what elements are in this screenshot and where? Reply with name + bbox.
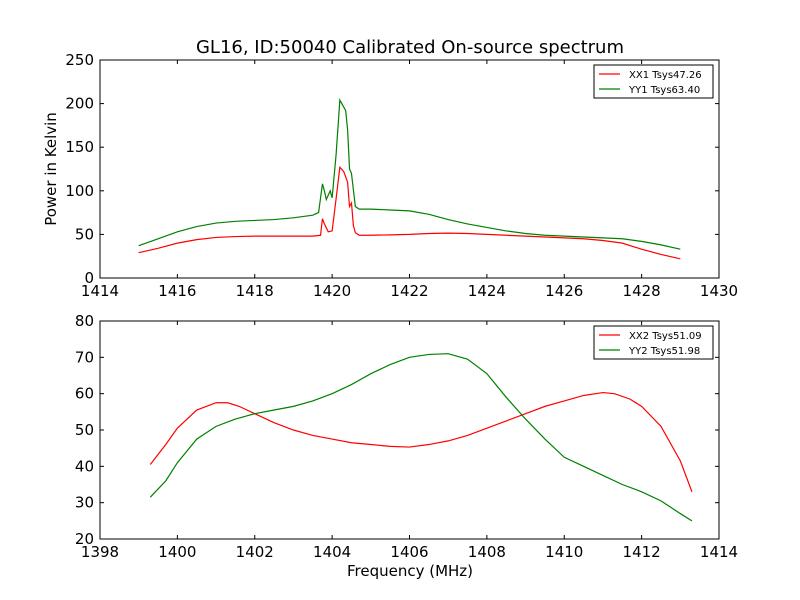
x-tick-label: 1426 (545, 282, 583, 300)
legend-box-1 (593, 325, 714, 360)
legend-label: XX2 Tsys51.09 (629, 331, 702, 342)
x-tick-label: 1404 (313, 543, 351, 561)
y-tick-label: 80 (75, 312, 94, 330)
x-axis-label: Frequency (MHz) (347, 562, 473, 580)
x-tick-label: 1398 (81, 543, 119, 561)
y-tick-label: 40 (75, 457, 94, 475)
x-tick-label: 1412 (623, 543, 661, 561)
x-tick-label: 1418 (236, 282, 274, 300)
y-tick-label: 50 (75, 421, 94, 439)
legend-label: XX1 Tsys47.26 (629, 70, 702, 81)
x-tick-label: 1408 (468, 543, 506, 561)
top-panel: 1414 1416 1418 1420 1422 1424 1426 1428 1430 0 50 1… (65, 51, 738, 300)
y-tick-label: 50 (75, 225, 94, 243)
y-tick-label: 0 (84, 269, 94, 287)
legend-label: YY1 Tsys63.40 (628, 85, 700, 96)
x-tick-label: 1420 (313, 282, 351, 300)
legend-box-0 (593, 64, 714, 99)
y-tick-label: 200 (65, 95, 94, 113)
x-tick-label: 1410 (545, 543, 583, 561)
x-tick-label: 1430 (700, 282, 738, 300)
y-tick-label: 30 (75, 494, 94, 512)
series-line-1-1 (149, 353, 693, 522)
x-tick-label: 1406 (390, 543, 428, 561)
series-line-0-1 (138, 98, 681, 250)
x-tick-label: 1402 (236, 543, 274, 561)
x-tick-label: 1424 (468, 282, 506, 300)
x-tick-label: 1400 (158, 543, 196, 561)
y-tick-label: 60 (75, 385, 94, 403)
y-tick-label: 250 (65, 51, 94, 69)
legend-label: YY2 Tsys51.98 (628, 346, 700, 357)
y-axis-label-top: Power in Kelvin (42, 112, 60, 226)
x-tick-label: 1416 (158, 282, 196, 300)
x-tick-label: 1428 (623, 282, 661, 300)
series-line-0-0 (138, 165, 681, 260)
y-tick-label: 70 (75, 348, 94, 366)
chart-title: GL16, ID:50040 Calibrated On-source spec… (196, 37, 624, 58)
y-tick-label: 100 (65, 182, 94, 200)
series-line-1-0 (149, 391, 693, 492)
x-tick-label: 1422 (390, 282, 428, 300)
bottom-panel: 1398 1400 1402 1404 1406 1408 1410 1412 1414 20 30… (75, 312, 738, 561)
y-tick-label: 150 (65, 138, 94, 156)
x-tick-label: 1414 (81, 282, 119, 300)
x-tick-label: 1414 (700, 543, 738, 561)
y-tick-label: 20 (75, 530, 94, 548)
